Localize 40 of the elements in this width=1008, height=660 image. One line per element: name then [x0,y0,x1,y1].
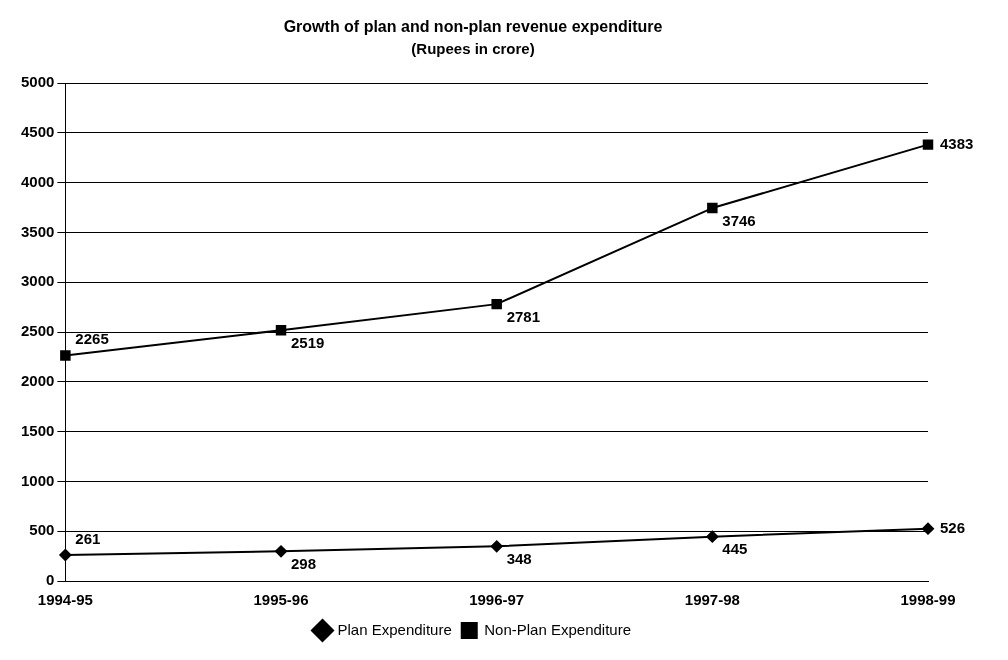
y-tick-label: 3500 [20,222,55,240]
point [922,522,934,535]
data-label: 298 [291,554,317,572]
x-tick-label: 1995-96 [253,591,309,609]
y-tick-label: 4500 [20,123,55,141]
y-tick-label: 1000 [20,471,55,489]
point [60,350,71,361]
x-tick-label: 1994-95 [37,591,93,609]
data-label: 3746 [722,211,756,229]
point [922,139,934,150]
point [707,202,718,214]
point [275,545,288,558]
y-tick-label: 2500 [20,322,55,340]
chart-subtitle: (Rupees in crore) [411,40,535,58]
x-tick-label: 1997-98 [684,591,740,609]
data-label: 2519 [291,333,325,351]
legend-label: Plan Expenditure [337,620,452,638]
y-tick-label: 3000 [20,272,55,290]
data-label: 445 [722,540,748,558]
point [59,549,72,562]
chart-title: Growth of plan and non-plan revenue expenditure [283,18,663,36]
point [490,540,503,553]
y-tick-label: 5000 [20,73,55,91]
data-label: 2265 [75,330,109,348]
y-tick-label: 0 [46,571,55,589]
y-tick-label: 500 [29,521,55,539]
y-tick-label: 2000 [20,372,55,390]
x-tick-label: 1996-97 [469,591,525,609]
y-tick-label: 4000 [20,172,55,190]
data-label: 2781 [506,307,541,325]
data-label: 4383 [940,134,974,152]
legend-label: Non-Plan Expenditure [484,620,632,638]
data-label: 526 [940,518,966,536]
y-tick-label: 1500 [20,421,55,439]
data-label: 261 [75,529,101,547]
point [706,530,719,543]
point [275,324,287,336]
data-label: 348 [506,549,532,567]
x-tick-label: 1998-99 [900,591,956,609]
point [491,298,502,310]
